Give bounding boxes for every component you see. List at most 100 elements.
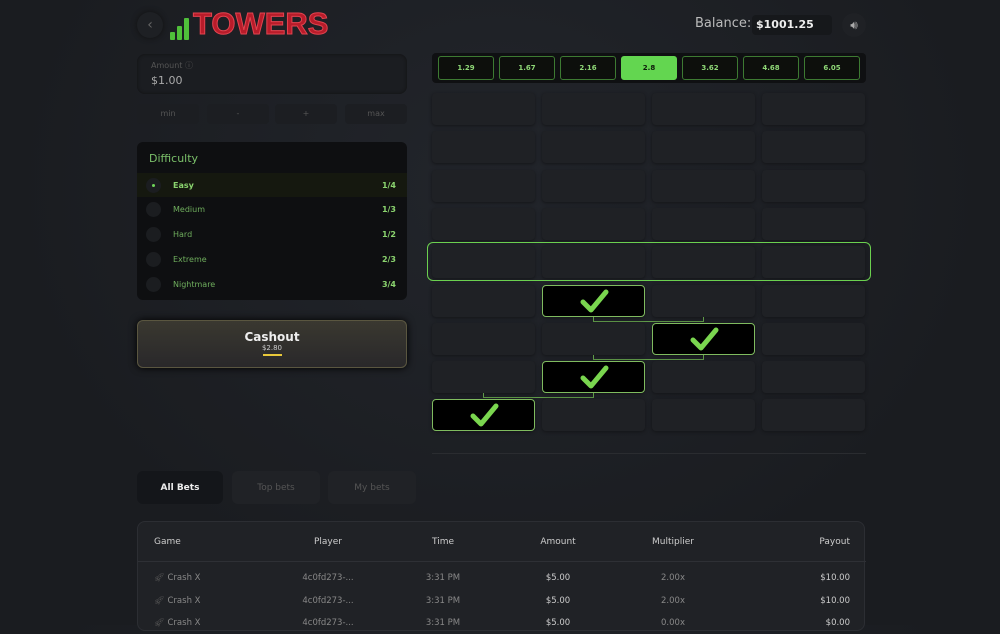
tile[interactable] xyxy=(762,169,865,202)
radio-button[interactable] xyxy=(146,251,161,267)
logo-bar xyxy=(177,26,182,40)
multiplier-3.62: 3.62 xyxy=(682,56,738,80)
cell-payout: $0.00 xyxy=(825,618,850,628)
tile[interactable] xyxy=(432,207,535,240)
tile[interactable] xyxy=(542,246,645,279)
tile[interactable] xyxy=(432,284,535,317)
tile-revealed[interactable] xyxy=(542,284,645,317)
tile[interactable] xyxy=(762,361,865,394)
tile[interactable] xyxy=(762,399,865,432)
difficulty-odds: 3/4 xyxy=(381,279,396,289)
amount-input[interactable]: Amount ⓘ $1.00 xyxy=(137,54,407,94)
multiplier-1.67: 1.67 xyxy=(499,56,555,80)
tile[interactable] xyxy=(762,131,865,164)
tile-revealed[interactable] xyxy=(432,399,535,432)
difficulty-option-easy[interactable]: Easy 1/4 xyxy=(137,173,407,197)
logo-text: TOWERS xyxy=(193,6,329,41)
column-header-payout: Payout xyxy=(819,536,850,547)
tile[interactable] xyxy=(652,93,755,125)
cell-amount: $5.00 xyxy=(545,618,571,628)
path-connector xyxy=(593,354,704,360)
table-header: Game Player Time Amount Multiplier Payout xyxy=(138,522,866,562)
radio-button[interactable] xyxy=(146,227,161,243)
difficulty-name: Easy xyxy=(173,180,194,190)
multiplier-bar: 1.29 1.67 2.16 2.8 3.62 4.68 6.05 xyxy=(432,53,866,83)
cell-game: 🚀︎ Crash X xyxy=(138,573,278,583)
difficulty-option-hard[interactable]: Hard 1/2 xyxy=(137,223,407,247)
tile[interactable] xyxy=(432,93,535,125)
difficulty-option-medium[interactable]: Medium 1/3 xyxy=(137,198,407,222)
column-header-multiplier: Multiplier xyxy=(652,536,694,547)
min-button[interactable]: min xyxy=(137,104,199,124)
difficulty-option-nightmare[interactable]: Nightmare 3/4 xyxy=(137,272,407,296)
active-row-highlight xyxy=(427,242,871,282)
cell-multiplier: 2.00x xyxy=(661,573,685,583)
check-icon xyxy=(470,403,498,427)
table-row: 🚀︎ Crash X 4c0fd273-... 3:31 PM $5.00 2.00x $… xyxy=(138,567,866,589)
path-connector xyxy=(593,316,704,322)
back-button[interactable]: ‹ xyxy=(137,12,163,38)
balance-label: Balance: xyxy=(695,16,752,31)
radio-button[interactable] xyxy=(146,276,161,292)
game-name: Crash X xyxy=(167,573,201,583)
cashout-button[interactable]: Cashout $2.80 xyxy=(137,320,407,368)
balance-value: $1001.25 xyxy=(752,15,832,35)
tile[interactable] xyxy=(432,361,535,394)
multiplier-2.8: 2.8 xyxy=(621,56,677,80)
tile[interactable] xyxy=(542,399,645,432)
difficulty-panel: Difficulty Easy 1/4 Medium 1/3 Hard 1/2 Extrem… xyxy=(137,142,407,300)
tile[interactable] xyxy=(652,399,755,432)
tab-all-bets[interactable]: All Bets xyxy=(137,471,223,504)
cell-multiplier: 2.00x xyxy=(661,595,685,606)
difficulty-option-extreme[interactable]: Extreme 2/3 xyxy=(137,247,407,271)
radio-button[interactable] xyxy=(146,177,161,193)
tile[interactable] xyxy=(542,93,645,125)
difficulty-title: Difficulty xyxy=(149,152,199,165)
tower-grid xyxy=(427,93,871,433)
decrease-button[interactable]: - xyxy=(207,104,269,124)
tile[interactable] xyxy=(542,169,645,202)
tile[interactable] xyxy=(762,246,865,279)
tile[interactable] xyxy=(652,131,755,164)
radio-button[interactable] xyxy=(146,202,161,218)
tile[interactable] xyxy=(432,131,535,164)
increase-button[interactable]: + xyxy=(275,104,337,124)
tile[interactable] xyxy=(432,169,535,202)
tab-top-bets[interactable]: Top bets xyxy=(232,471,320,504)
tile[interactable] xyxy=(652,207,755,240)
sound-button[interactable]: 🔊︎ xyxy=(842,13,866,37)
tile-revealed[interactable] xyxy=(542,361,645,394)
tile[interactable] xyxy=(762,207,865,240)
tile[interactable] xyxy=(652,284,755,317)
table-row: 🚀︎ Crash X 4c0fd273-... 3:31 PM $5.00 0.00x $… xyxy=(138,612,866,634)
cell-time: 3:31 PM xyxy=(425,573,461,583)
tile[interactable] xyxy=(542,131,645,164)
tile[interactable] xyxy=(652,169,755,202)
logo-bar xyxy=(184,18,189,40)
tile[interactable] xyxy=(432,246,535,279)
difficulty-name: Extreme xyxy=(173,254,207,264)
tab-my-bets[interactable]: My bets xyxy=(328,471,416,504)
check-icon xyxy=(580,289,608,312)
multiplier-4.68: 4.68 xyxy=(743,56,799,80)
max-button[interactable]: max xyxy=(345,104,407,124)
tile[interactable] xyxy=(762,93,865,125)
bets-table: Game Player Time Amount Multiplier Payout 🚀︎ … xyxy=(137,521,866,634)
tile[interactable] xyxy=(432,322,535,355)
tile[interactable] xyxy=(542,322,645,355)
cashout-indicator xyxy=(262,354,282,356)
difficulty-name: Hard xyxy=(173,230,193,240)
cell-amount: $5.00 xyxy=(545,573,571,583)
cell-game: 🚀︎ Crash X xyxy=(138,618,278,628)
cashout-amount: $2.80 xyxy=(261,344,283,352)
tile[interactable] xyxy=(652,361,755,394)
cashout-label: Cashout xyxy=(244,330,300,344)
difficulty-odds: 1/3 xyxy=(381,205,396,215)
tile[interactable] xyxy=(652,246,755,279)
tile[interactable] xyxy=(542,207,645,240)
rocket-icon: 🚀︎ xyxy=(154,595,168,606)
tile-revealed[interactable] xyxy=(652,322,755,355)
column-header-game: Game xyxy=(154,536,181,547)
tile[interactable] xyxy=(762,284,865,317)
tile[interactable] xyxy=(762,322,865,355)
